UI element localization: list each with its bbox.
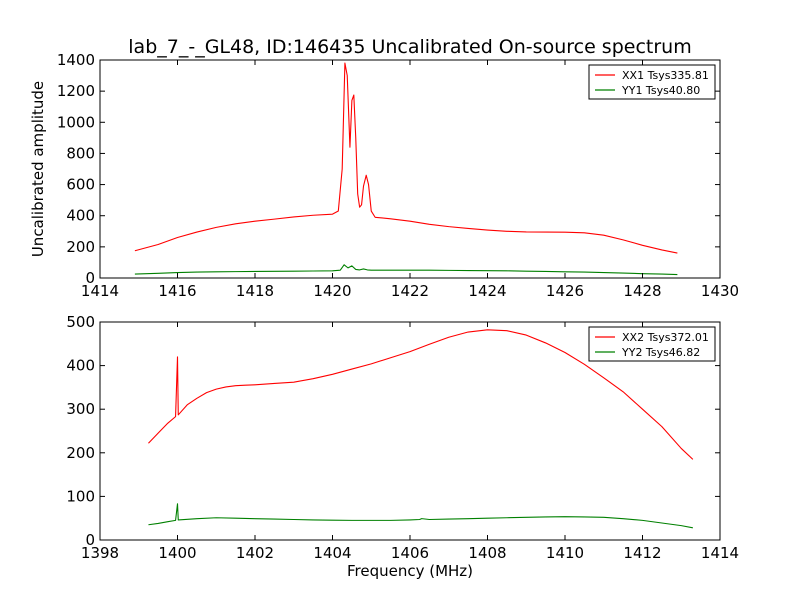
- panel-1-legend-box: [588, 64, 716, 100]
- panel-1-plot: [99, 59, 721, 279]
- panel-1-ytick-label: 1200: [57, 82, 95, 100]
- panel-1-xtick-label: 1418: [236, 282, 274, 300]
- panel-2-ytick-label: 200: [66, 444, 95, 462]
- panel-2-plot: [99, 321, 721, 541]
- panel-1-xtick-label: 1430: [701, 282, 739, 300]
- panel-2-xtick-label: 1402: [236, 544, 274, 562]
- panel-1-ytick-label: 800: [66, 144, 95, 162]
- panel-2-ytick-label: 300: [66, 400, 95, 418]
- panel-2-xtick-label: 1412: [623, 544, 661, 562]
- panel-1-ytick-label: 200: [66, 238, 95, 256]
- panel-2-ytick-label: 100: [66, 487, 95, 505]
- panel-1-ytick-label: 0: [85, 269, 95, 287]
- panel-2-xtick-label: 1410: [546, 544, 584, 562]
- panel-2-legend-label-1: XX2 Tsys372.01: [622, 331, 709, 344]
- panel-2-legend-label-2: YY2 Tsys46.82: [621, 346, 700, 359]
- panel-2-ytick-label: 0: [85, 531, 95, 549]
- panel-1-xtick-label: 1416: [158, 282, 196, 300]
- panel-1-ytick-label: 600: [66, 176, 95, 194]
- panel-1-xtick-label: 1420: [313, 282, 351, 300]
- panel-1-xtick-label: 1426: [546, 282, 584, 300]
- panel-2-xtick-label: 1414: [701, 544, 739, 562]
- panel-1-xtick-label: 1428: [623, 282, 661, 300]
- panel-1-xtick-label: 1414: [81, 282, 119, 300]
- panel-1-xtick-label: 1422: [391, 282, 429, 300]
- panel-2-x-axis-label: Frequency (MHz): [347, 562, 473, 580]
- panel-2-xtick-label: 1400: [158, 544, 196, 562]
- panel-2-legend-box: [588, 326, 716, 362]
- panel-1-ytick-label: 1000: [57, 113, 95, 131]
- panel-1-y-axis-label: Uncalibrated amplitude: [29, 81, 47, 257]
- panel-1-legend-label-1: XX1 Tsys335.81: [622, 69, 709, 82]
- panel-1-series-line-2: [134, 264, 678, 276]
- panel-1-ytick-label: 400: [66, 207, 95, 225]
- chart-title: lab_7_-_GL48, ID:146435 Uncalibrated On-…: [128, 36, 691, 58]
- panel-1-legend-label-2: YY1 Tsys40.80: [621, 84, 700, 97]
- panel-2-series-line-1: [148, 329, 694, 460]
- panel-2-xtick-label: 1404: [313, 544, 351, 562]
- panel-2-ytick-label: 500: [66, 313, 95, 331]
- panel-2-xtick-label: 1408: [468, 544, 506, 562]
- panel-1-ytick-label: 1400: [57, 51, 95, 69]
- panel-2-ytick-label: 400: [66, 357, 95, 375]
- panel-2-xtick-label: 1398: [81, 544, 119, 562]
- panel-2-xtick-label: 1406: [391, 544, 429, 562]
- panel-2-series-line-2: [148, 503, 693, 529]
- panel-1-xtick-label: 1424: [468, 282, 506, 300]
- panel-1-series-line-1: [134, 62, 678, 254]
